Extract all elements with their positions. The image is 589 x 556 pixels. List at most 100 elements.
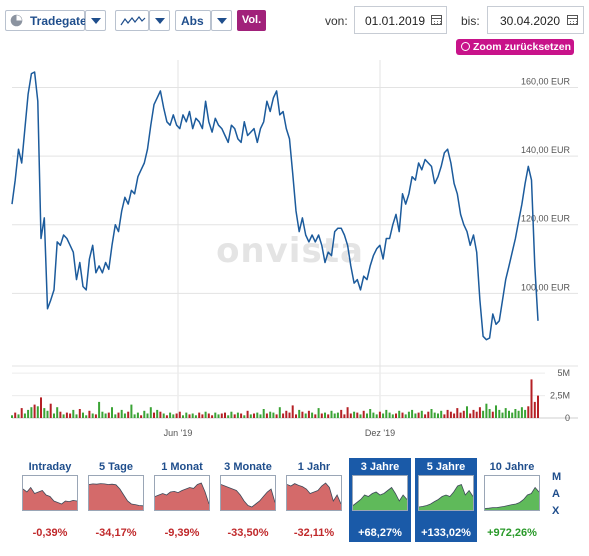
volume-bar — [201, 414, 204, 418]
period-sparkline — [286, 475, 342, 511]
period-label: 1 Monat — [161, 461, 203, 473]
scale-label: Abs — [181, 14, 204, 28]
period-tile-3-jahre[interactable]: 3 Jahre +68,27% — [349, 458, 411, 542]
volume-bar — [217, 414, 220, 418]
volume-bar — [85, 415, 88, 418]
period-label: 1 Jahr — [297, 461, 331, 473]
period-tile-1-monat[interactable]: 1 Monat -9,39% — [151, 458, 213, 539]
volume-bar — [253, 413, 255, 418]
volume-bar — [440, 410, 443, 418]
volume-bar — [388, 412, 391, 418]
sparkline-area — [155, 483, 209, 510]
volume-bar — [446, 409, 449, 418]
period-change: -32,11% — [293, 527, 335, 539]
volume-bar — [349, 413, 352, 418]
period-tile-3-monate[interactable]: 3 Monate -33,50% — [217, 458, 279, 539]
volume-bar — [472, 409, 475, 418]
volume-bar — [65, 412, 68, 418]
volume-bar — [133, 414, 136, 418]
volume-bar — [130, 404, 133, 418]
volume-bar — [17, 414, 20, 418]
sparkline-area — [89, 483, 143, 510]
calendar-icon[interactable] — [567, 15, 578, 25]
volume-bar — [317, 408, 320, 418]
period-label: 3 Monate — [224, 461, 272, 473]
to-date-value: 30.04.2020 — [500, 14, 561, 28]
watermark: onvista — [216, 231, 364, 271]
zoom-reset-button[interactable]: Zoom zurücksetzen — [456, 39, 574, 55]
volume-bar — [269, 411, 272, 418]
period-label: 10 Jahre — [489, 461, 535, 473]
volume-bar — [107, 412, 110, 418]
period-change: +133,02% — [421, 527, 471, 539]
period-tile-intraday[interactable]: Intraday -0,39% — [19, 458, 81, 539]
calendar-icon[interactable] — [431, 15, 442, 25]
price-chart[interactable]: onvista 160,00 EUR 140,00 EUR 120,00 EUR 10… — [0, 0, 589, 445]
scale-select[interactable]: Abs — [175, 10, 211, 31]
volume-bar — [453, 413, 456, 418]
volume-bar — [230, 411, 233, 418]
volume-bar — [362, 410, 365, 418]
exchange-dropdown-button[interactable] — [85, 10, 106, 31]
volume-bar — [488, 409, 491, 418]
volume-bar — [207, 413, 210, 418]
volume-bar — [46, 410, 49, 418]
volume-bar — [498, 409, 501, 418]
max-label-letter: A — [552, 488, 560, 500]
volume-bar — [198, 412, 201, 418]
volume-bar — [414, 413, 417, 418]
period-tile-1-jahr[interactable]: 1 Jahr -32,11% — [283, 458, 345, 539]
volume-bar — [407, 411, 410, 418]
y-tick-label: 140,00 EUR — [521, 145, 571, 155]
volume-bar — [395, 413, 397, 418]
to-label: bis: — [461, 14, 480, 28]
period-tile-10-jahre[interactable]: 10 Jahre +972,26% — [481, 458, 543, 539]
volume-bar — [40, 397, 42, 418]
chart-type-dropdown-button[interactable] — [149, 10, 170, 31]
line-chart-icon — [120, 16, 146, 26]
volume-bar — [272, 412, 275, 418]
period-tile-5-jahre[interactable]: 5 Jahre +133,02% — [415, 458, 477, 542]
volume-bar — [527, 406, 530, 418]
y-axis-labels: 160,00 EUR 140,00 EUR 120,00 EUR 100,00 EUR — [521, 76, 571, 292]
volume-bar — [72, 409, 75, 418]
chart-type-select[interactable] — [115, 10, 149, 31]
volume-bar — [501, 412, 504, 418]
volume-bar — [401, 412, 404, 418]
max-label-letter: X — [552, 505, 560, 517]
scale-dropdown-button[interactable] — [211, 10, 232, 31]
volume-bar — [314, 414, 317, 418]
volume-bar — [285, 410, 288, 418]
volume-bar — [188, 414, 191, 418]
x-axis-labels: Jun '19 Dez '19 — [164, 428, 395, 438]
volume-bar — [424, 414, 427, 418]
y-tick-label: 100,00 EUR — [521, 282, 571, 292]
volume-bar — [220, 413, 223, 418]
volume-bar — [275, 414, 278, 418]
volume-bar — [382, 413, 385, 418]
to-date-field[interactable]: 30.04.2020 — [487, 6, 584, 34]
volume-bar — [524, 409, 527, 418]
period-label: Intraday — [28, 461, 72, 473]
exchange-select[interactable]: Tradegate — [5, 10, 87, 31]
from-date-field[interactable]: 01.01.2019 — [354, 6, 447, 34]
period-tile-5-tage[interactable]: 5 Tage -34,17% — [85, 458, 147, 539]
clock-icon — [10, 14, 23, 27]
volume-bar — [49, 403, 52, 418]
volume-bar — [307, 410, 310, 418]
sparkline-line — [23, 486, 77, 505]
volume-bar — [391, 414, 394, 418]
volume-bar — [369, 409, 372, 418]
volume-bar — [30, 407, 33, 418]
volume-bar — [172, 414, 175, 418]
volume-bar — [508, 410, 510, 418]
volume-bar — [224, 412, 226, 418]
volume-bar — [511, 412, 514, 418]
volume-toggle-button[interactable]: Vol. — [237, 10, 266, 31]
volume-bar — [143, 410, 146, 418]
volume-bar — [27, 409, 30, 418]
volume-bar — [530, 379, 533, 418]
volume-bar — [117, 412, 120, 418]
volume-bar — [233, 414, 236, 418]
volume-bar — [482, 410, 485, 418]
